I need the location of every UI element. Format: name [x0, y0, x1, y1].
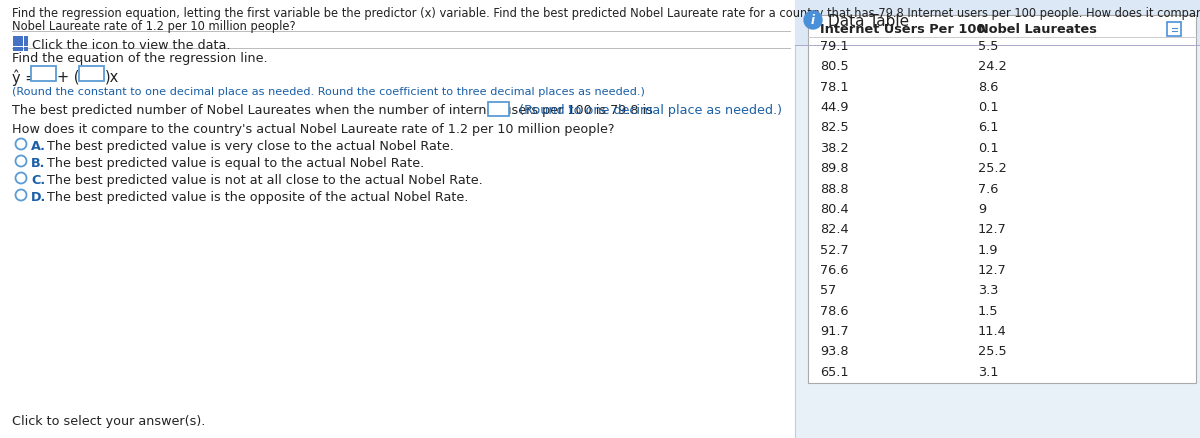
Bar — [18, 41, 23, 46]
Text: 78.1: 78.1 — [820, 81, 848, 94]
Text: 5.5: 5.5 — [978, 40, 998, 53]
Text: The best predicted value is not at all close to the actual Nobel Rate.: The best predicted value is not at all c… — [47, 174, 482, 187]
Text: 25.5: 25.5 — [978, 345, 1007, 358]
Text: 1.9: 1.9 — [978, 244, 998, 257]
Text: 8.6: 8.6 — [978, 81, 998, 94]
Text: 24.2: 24.2 — [978, 60, 1007, 74]
Text: 80.4: 80.4 — [820, 203, 848, 216]
Text: Find the regression equation, letting the first variable be the predictor (x) va: Find the regression equation, letting th… — [12, 7, 1200, 20]
Text: 12.7: 12.7 — [978, 264, 1007, 277]
Text: + (: + ( — [58, 69, 79, 84]
Circle shape — [16, 190, 26, 201]
Text: 0.1: 0.1 — [978, 142, 998, 155]
Text: 7.6: 7.6 — [978, 183, 998, 195]
Bar — [13, 46, 18, 51]
Text: )x: )x — [106, 69, 119, 84]
Text: 78.6: 78.6 — [820, 305, 848, 318]
Circle shape — [16, 138, 26, 149]
Text: 57: 57 — [820, 284, 836, 297]
FancyBboxPatch shape — [487, 102, 509, 116]
Text: D.: D. — [31, 191, 47, 204]
Bar — [808, 15, 1196, 383]
Circle shape — [16, 173, 26, 184]
Text: The best predicted value is very close to the actual Nobel Rate.: The best predicted value is very close t… — [47, 140, 454, 153]
Text: 88.8: 88.8 — [820, 183, 848, 195]
Text: 80.5: 80.5 — [820, 60, 848, 74]
Text: Find the equation of the regression line.: Find the equation of the regression line… — [12, 52, 268, 65]
Bar — [24, 36, 28, 40]
Text: 65.1: 65.1 — [820, 366, 848, 379]
Text: Nobel Laureate rate of 1.2 per 10 million people?: Nobel Laureate rate of 1.2 per 10 millio… — [12, 20, 295, 33]
FancyBboxPatch shape — [1166, 22, 1181, 36]
Text: Data Table: Data Table — [828, 14, 910, 29]
Text: Internet Users Per 100: Internet Users Per 100 — [820, 23, 985, 36]
Bar — [24, 41, 28, 46]
Bar — [18, 36, 23, 40]
Bar — [0, 0, 796, 438]
Text: 89.8: 89.8 — [820, 162, 848, 175]
Text: The best predicted value is the opposite of the actual Nobel Rate.: The best predicted value is the opposite… — [47, 191, 468, 204]
Text: 0.1: 0.1 — [978, 101, 998, 114]
Text: 44.9: 44.9 — [820, 101, 848, 114]
Text: 6.1: 6.1 — [978, 121, 998, 134]
Text: B.: B. — [31, 157, 46, 170]
FancyBboxPatch shape — [30, 66, 55, 81]
Text: i: i — [811, 14, 815, 27]
Text: A.: A. — [31, 140, 46, 153]
Text: 3.3: 3.3 — [978, 284, 998, 297]
Text: Nobel Laureates: Nobel Laureates — [978, 23, 1097, 36]
Text: 82.5: 82.5 — [820, 121, 848, 134]
Circle shape — [804, 11, 822, 29]
Text: 93.8: 93.8 — [820, 345, 848, 358]
Text: The best predicted number of Nobel Laureates when the number of internet users p: The best predicted number of Nobel Laure… — [12, 104, 653, 117]
Bar — [13, 41, 18, 46]
Text: 52.7: 52.7 — [820, 244, 848, 257]
Bar — [24, 46, 28, 51]
Text: 9: 9 — [978, 203, 986, 216]
Text: 76.6: 76.6 — [820, 264, 848, 277]
Bar — [13, 36, 18, 40]
FancyBboxPatch shape — [78, 66, 103, 81]
Text: 25.2: 25.2 — [978, 162, 1007, 175]
Text: Click the icon to view the data.: Click the icon to view the data. — [32, 39, 230, 52]
Text: 3.1: 3.1 — [978, 366, 998, 379]
Bar — [796, 0, 1200, 438]
Bar — [796, 0, 1200, 45]
Circle shape — [16, 155, 26, 166]
Text: Click to select your answer(s).: Click to select your answer(s). — [12, 415, 205, 428]
Bar — [18, 46, 23, 51]
Text: . (Round to one decimal place as needed.): . (Round to one decimal place as needed.… — [511, 104, 782, 117]
Text: The best predicted value is equal to the actual Nobel Rate.: The best predicted value is equal to the… — [47, 157, 425, 170]
Text: C.: C. — [31, 174, 46, 187]
Text: ŷ =: ŷ = — [12, 69, 42, 85]
Text: 38.2: 38.2 — [820, 142, 848, 155]
Text: 79.1: 79.1 — [820, 40, 848, 53]
Text: 11.4: 11.4 — [978, 325, 1007, 338]
Text: (Round the constant to one decimal place as needed. Round the coefficient to thr: (Round the constant to one decimal place… — [12, 87, 644, 97]
Text: How does it compare to the country's actual Nobel Laureate rate of 1.2 per 10 mi: How does it compare to the country's act… — [12, 123, 614, 136]
Text: 91.7: 91.7 — [820, 325, 848, 338]
Text: 12.7: 12.7 — [978, 223, 1007, 236]
Text: 1.5: 1.5 — [978, 305, 998, 318]
Text: 82.4: 82.4 — [820, 223, 848, 236]
